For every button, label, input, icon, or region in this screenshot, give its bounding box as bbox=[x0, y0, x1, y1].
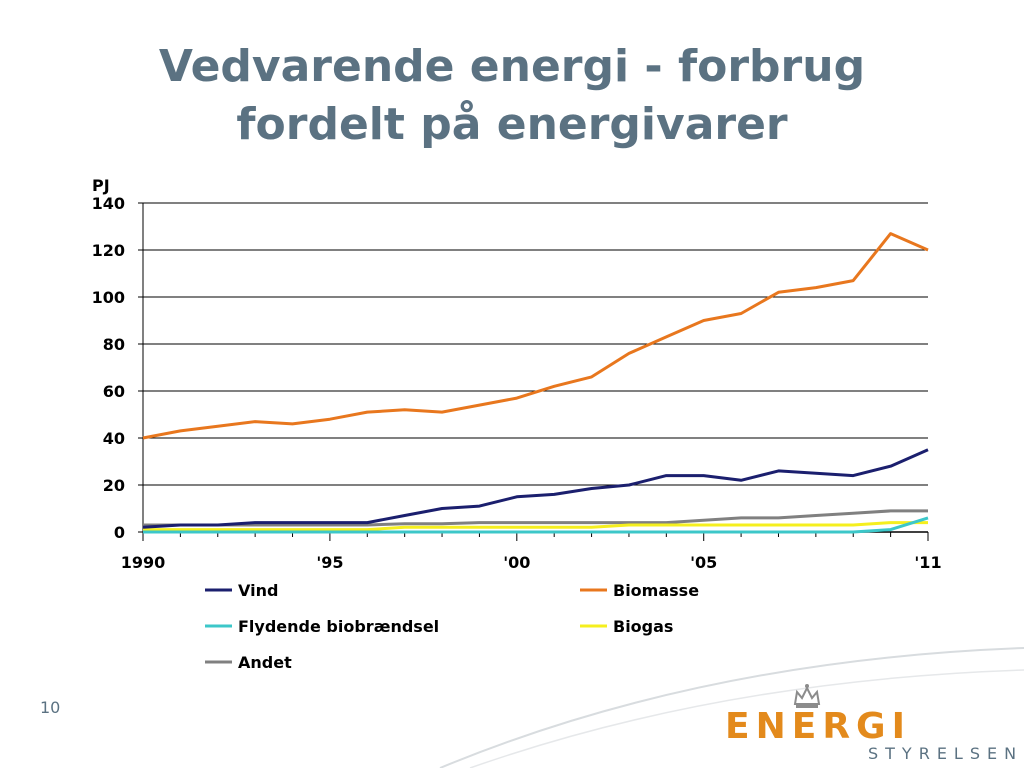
y-tick-label: 100 bbox=[92, 288, 125, 307]
legend-label: Vind bbox=[238, 581, 278, 600]
slide-title: Vedvarende energi - forbrug fordelt på e… bbox=[40, 38, 984, 154]
energistyrelsen-logo: ENERGI STYRELSEN bbox=[720, 680, 1020, 768]
legend-label: Flydende biobrændsel bbox=[238, 617, 439, 636]
page-number: 10 bbox=[40, 698, 61, 717]
x-tick-label: '11 bbox=[914, 553, 941, 572]
legend-item: Biogas bbox=[580, 617, 673, 636]
grid-lines bbox=[143, 202, 928, 486]
series-line-andet bbox=[143, 509, 928, 527]
series-line-vind bbox=[142, 448, 929, 529]
y-tick-label: 120 bbox=[92, 241, 125, 260]
legend-item: Flydende biobrændsel bbox=[205, 617, 439, 636]
y-axis-label: PJ bbox=[92, 176, 110, 195]
y-tick-label: 80 bbox=[103, 335, 125, 354]
x-tick-label: '05 bbox=[690, 553, 717, 572]
slide-title-line2: fordelt på energivarer bbox=[236, 99, 788, 150]
y-tick-label: 140 bbox=[92, 194, 125, 213]
x-tick-label: '95 bbox=[316, 553, 343, 572]
crown-icon bbox=[793, 684, 821, 708]
legend-item: Biomasse bbox=[580, 581, 699, 600]
y-tick-label: 60 bbox=[103, 382, 125, 401]
x-tick-label: '00 bbox=[503, 553, 530, 572]
legend-item: Andet bbox=[205, 653, 292, 672]
series-line-biomasse bbox=[142, 232, 929, 440]
slide-title-line1: Vedvarende energi - forbrug bbox=[158, 41, 866, 92]
legend-label: Andet bbox=[238, 653, 292, 672]
logo-main-text: ENERGI bbox=[725, 706, 911, 747]
y-tick-label: 0 bbox=[114, 523, 125, 542]
logo-sub-text: STYRELSEN bbox=[868, 744, 1024, 763]
series-line-biogas bbox=[143, 521, 928, 532]
legend-item: Vind bbox=[205, 581, 278, 600]
series-line-flydende-biobrændsel bbox=[143, 516, 929, 534]
x-tick-label: 1990 bbox=[121, 553, 166, 572]
legend-label: Biomasse bbox=[613, 581, 699, 600]
legend-label: Biogas bbox=[613, 617, 673, 636]
legend: Vind Biomasse Flydende biobrændsel Biogas An… bbox=[205, 581, 699, 672]
y-tick-label: 20 bbox=[103, 476, 125, 495]
y-tick-label: 40 bbox=[103, 429, 125, 448]
series-lines bbox=[142, 232, 929, 534]
